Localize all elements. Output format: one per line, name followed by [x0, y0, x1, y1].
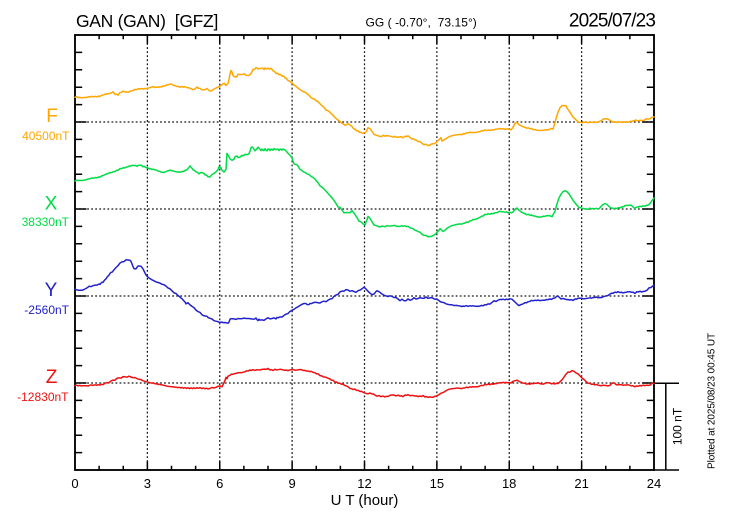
svg-text:24: 24	[647, 476, 661, 491]
svg-text:-2560nT: -2560nT	[24, 303, 69, 317]
svg-text:18: 18	[502, 476, 516, 491]
svg-text:U T (hour): U T (hour)	[331, 492, 399, 509]
svg-text:X: X	[45, 194, 58, 215]
svg-text:Y: Y	[45, 280, 58, 301]
svg-text:GG ( -0.70°, 73.15°): GG ( -0.70°, 73.15°)	[366, 16, 477, 30]
svg-text:38330nT: 38330nT	[22, 215, 70, 229]
svg-text:Plotted at 2025/08/23 00:45 UT: Plotted at 2025/08/23 00:45 UT	[706, 333, 717, 469]
svg-text:3: 3	[144, 476, 151, 491]
svg-text:2025/07/23: 2025/07/23	[569, 11, 655, 32]
svg-text:21: 21	[574, 476, 588, 491]
svg-text:F: F	[46, 106, 58, 127]
svg-text:100 nT: 100 nT	[671, 407, 685, 445]
svg-text:9: 9	[288, 476, 295, 491]
svg-text:GAN (GAN) [GFZ]: GAN (GAN) [GFZ]	[76, 11, 218, 31]
svg-text:-12830nT: -12830nT	[17, 390, 69, 404]
svg-text:40500nT: 40500nT	[22, 129, 70, 143]
svg-text:6: 6	[216, 476, 223, 491]
svg-text:Z: Z	[46, 367, 58, 388]
svg-text:0: 0	[71, 476, 78, 491]
svg-text:15: 15	[430, 476, 444, 491]
svg-text:12: 12	[357, 476, 371, 491]
